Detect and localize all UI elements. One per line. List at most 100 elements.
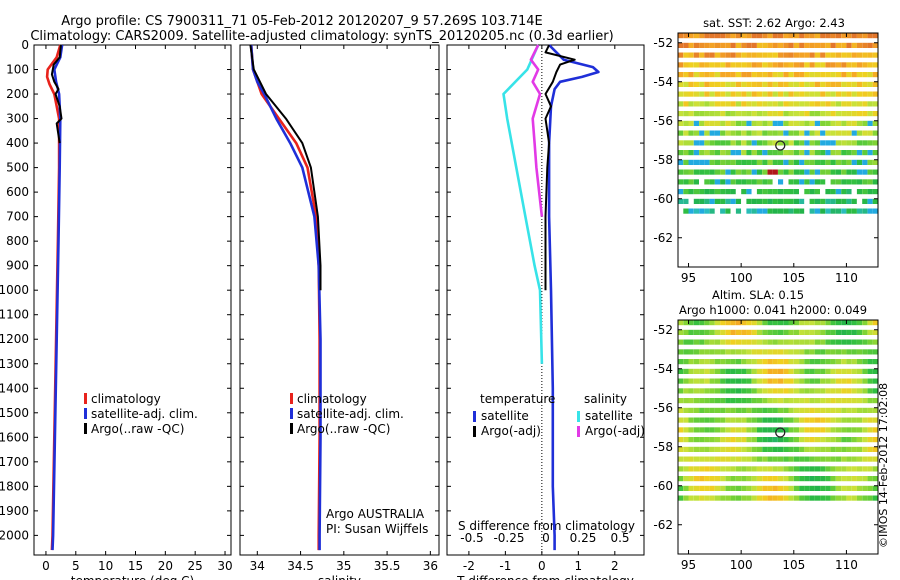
map-cell [856, 437, 863, 443]
map-cell [762, 349, 768, 355]
map-cell [872, 33, 878, 39]
y-tick-label: 1500 [0, 406, 29, 420]
map-cell [699, 339, 705, 345]
map-cell [793, 495, 799, 501]
map-cell [767, 359, 773, 365]
map-cell [825, 388, 831, 394]
map-cell [778, 62, 784, 68]
map-cell [862, 446, 868, 452]
map-cell [693, 359, 699, 365]
map-cell [846, 476, 852, 482]
map-cell [835, 359, 842, 365]
map-cell [735, 120, 742, 126]
map-cell [783, 189, 789, 195]
map-cell [741, 476, 747, 482]
map-cell [820, 52, 826, 58]
map-cell [730, 456, 736, 462]
map-cell [709, 130, 715, 136]
map-cell [683, 52, 689, 58]
map-cell [730, 150, 736, 156]
map-cell [825, 485, 831, 491]
y-tick-label: -52 [653, 36, 673, 50]
map-cell [872, 388, 878, 394]
map-cell [856, 446, 863, 452]
map-cell [825, 329, 831, 335]
map-cell [867, 42, 873, 48]
map-cell [804, 329, 810, 335]
map-cell [872, 208, 878, 214]
map-cell [830, 407, 836, 413]
map-cell [846, 159, 852, 165]
map-cell [825, 368, 831, 374]
map-cell [762, 140, 768, 146]
map-cell [809, 437, 815, 443]
legend-swatch [84, 408, 87, 419]
map-cell [772, 33, 778, 39]
map-cell [862, 388, 868, 394]
map-cell [762, 378, 768, 384]
x-tick-label: 100 [730, 558, 753, 572]
map-cell [851, 42, 857, 48]
y-tick-label: -60 [653, 479, 673, 493]
map-cell [720, 208, 726, 214]
series-line-3 [50, 44, 63, 144]
map-cell [741, 407, 747, 413]
map-cell [714, 198, 720, 204]
map-cell [678, 81, 684, 87]
map-cell [741, 446, 747, 452]
map-cell [867, 466, 873, 472]
map-cell [735, 42, 742, 48]
map-cell [751, 91, 757, 97]
map-cell [820, 456, 826, 462]
map-cell [720, 189, 726, 195]
legend-swatch [290, 423, 293, 434]
map-cell [783, 52, 789, 58]
map-cell [709, 427, 715, 433]
map-cell [756, 427, 763, 433]
map-cell [825, 427, 831, 433]
map-cell [799, 407, 805, 413]
map-cell [872, 62, 878, 68]
map-cell [709, 111, 715, 117]
map-cell [756, 159, 763, 165]
map-cell [799, 427, 805, 433]
map-cell [814, 150, 820, 156]
y-tick-label: -56 [653, 401, 673, 415]
map-cell [688, 169, 694, 175]
map-cell [699, 368, 705, 374]
map-cell [725, 169, 731, 175]
map-cell [835, 33, 842, 39]
map-cell [720, 111, 726, 117]
map-cell [756, 320, 763, 326]
y-tick-label: -54 [653, 362, 673, 376]
map-cell [809, 398, 815, 404]
map-cell [825, 456, 831, 462]
map-cell [862, 42, 868, 48]
map-cell [683, 398, 689, 404]
map-cell [793, 189, 799, 195]
map-cell [767, 407, 773, 413]
map-cell [830, 198, 836, 204]
map-cell [809, 130, 815, 136]
map-cell [851, 437, 857, 443]
map-cell [735, 52, 742, 58]
map-cell [720, 417, 726, 423]
map-cell [820, 169, 826, 175]
map-cell [751, 150, 757, 156]
map-cell [735, 437, 742, 443]
map-cell [772, 198, 778, 204]
difference-panel: -2 -1 0 1 2-0.5 -0.25 0 0.25 0.5S difference fro… [446, 44, 645, 580]
map-cell [783, 456, 789, 462]
map-cell [778, 495, 784, 501]
map-cell [830, 150, 836, 156]
map-cell [746, 466, 752, 472]
map-cell [714, 446, 720, 452]
map-cell [778, 427, 784, 433]
map-cell [762, 52, 768, 58]
map-cell [688, 476, 694, 482]
map-cell [714, 169, 720, 175]
map-cell [872, 130, 878, 136]
map-cell [704, 437, 710, 443]
map-cell [741, 349, 747, 355]
map-cell [767, 179, 773, 185]
